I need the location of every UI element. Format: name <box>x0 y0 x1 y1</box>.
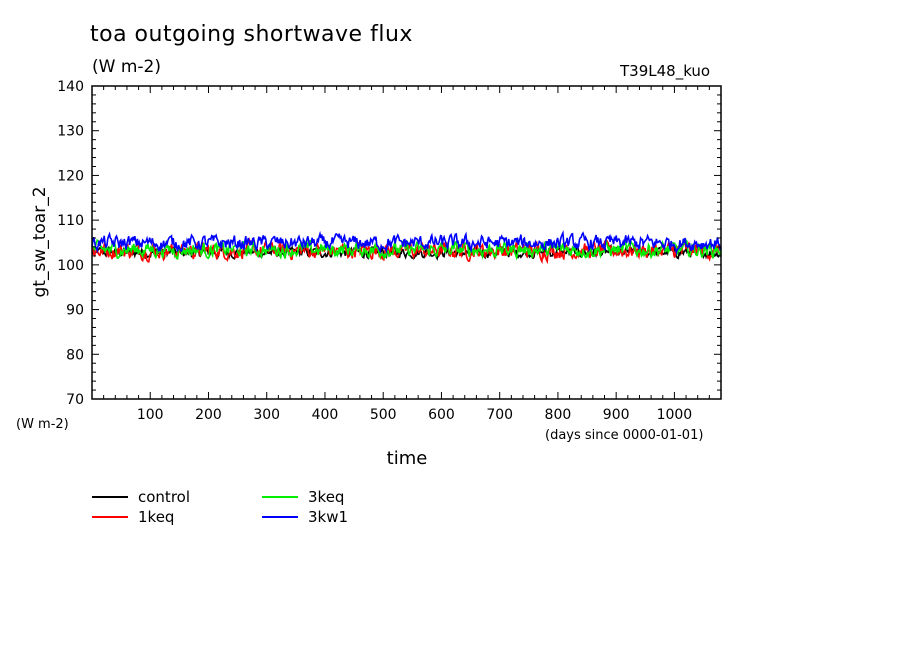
legend-swatch <box>92 516 128 518</box>
legend-item-3keq: 3keq <box>262 488 344 506</box>
y-tick-label: 120 <box>57 168 84 184</box>
legend-label: 1keq <box>138 508 175 526</box>
legend-item-control: control <box>92 488 190 506</box>
x-tick-label: 500 <box>370 407 397 423</box>
x-tick-label: 900 <box>603 407 630 423</box>
legend-label: control <box>138 488 190 506</box>
y-tick-label: 140 <box>57 79 84 95</box>
series-layer <box>91 229 722 265</box>
y-tick-label: 110 <box>57 213 84 229</box>
chart-subtitle-units: (W m-2) <box>92 57 161 77</box>
chart-title: toa outgoing shortwave flux <box>90 22 413 47</box>
y-tick-label: 80 <box>66 347 84 363</box>
x-tick-label: 600 <box>428 407 455 423</box>
y-tick-label: 130 <box>57 124 84 140</box>
y-tick-label: 90 <box>66 303 84 319</box>
x-tick-label: 700 <box>486 407 513 423</box>
x-tick-label: 800 <box>545 407 572 423</box>
legend-item-1keq: 1keq <box>92 508 174 526</box>
label-layer: 100 200 300 400 500 600 700 800 900 1000 70 80 90 100… <box>16 79 703 469</box>
x-tick-label: 400 <box>312 407 339 423</box>
x-tick-label: 100 <box>137 407 164 423</box>
legend-swatch <box>92 496 128 498</box>
y-axis-units: (W m-2) <box>16 417 69 432</box>
legend-swatch <box>262 496 298 498</box>
series-line-3kw1 <box>91 229 722 256</box>
legend-label: 3keq <box>308 488 345 506</box>
legend-swatch <box>262 516 298 518</box>
legend-item-3kw1: 3kw1 <box>262 508 348 526</box>
x-axis-units: (days since 0000-01-01) <box>545 428 703 443</box>
y-tick-label: 70 <box>66 392 84 408</box>
y-axis-label: gt_sw_toar_2 <box>30 186 50 297</box>
x-tick-label: 1000 <box>657 407 693 423</box>
x-tick-label: 200 <box>195 407 222 423</box>
y-tick-label: 100 <box>57 258 84 274</box>
x-axis-label: time <box>387 448 428 469</box>
tick-layer <box>92 85 722 400</box>
run-annotation: T39L48_kuo <box>620 62 711 80</box>
legend-label: 3kw1 <box>308 508 349 526</box>
x-tick-label: 300 <box>253 407 280 423</box>
